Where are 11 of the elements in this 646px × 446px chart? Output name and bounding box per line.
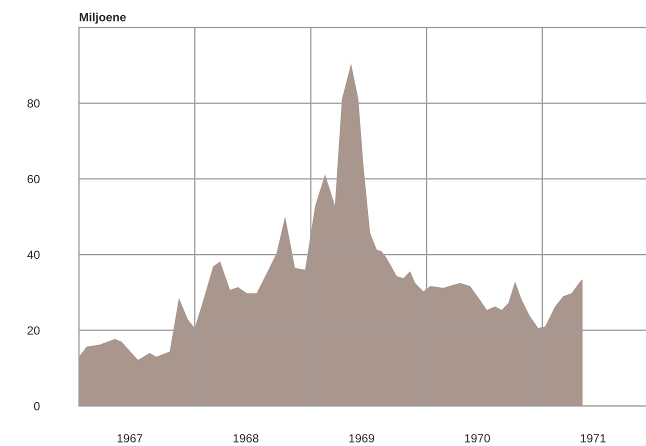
y-tick-label: 0 bbox=[34, 402, 40, 410]
x-tick-label: 1967 bbox=[118, 434, 142, 442]
x-tick-label: 1971 bbox=[580, 434, 606, 442]
y-tick-label: 40 bbox=[27, 250, 40, 259]
y-tick-label: 60 bbox=[28, 174, 40, 184]
x-tick-label: 1969 bbox=[349, 434, 374, 442]
x-tick-label: 1970 bbox=[465, 434, 490, 442]
y-axis-title: Miljoene bbox=[80, 12, 126, 24]
x-tick-label: 1968 bbox=[234, 434, 258, 442]
y-tick-label: 80 bbox=[27, 99, 40, 108]
y-tick-label: 20 bbox=[28, 326, 40, 335]
